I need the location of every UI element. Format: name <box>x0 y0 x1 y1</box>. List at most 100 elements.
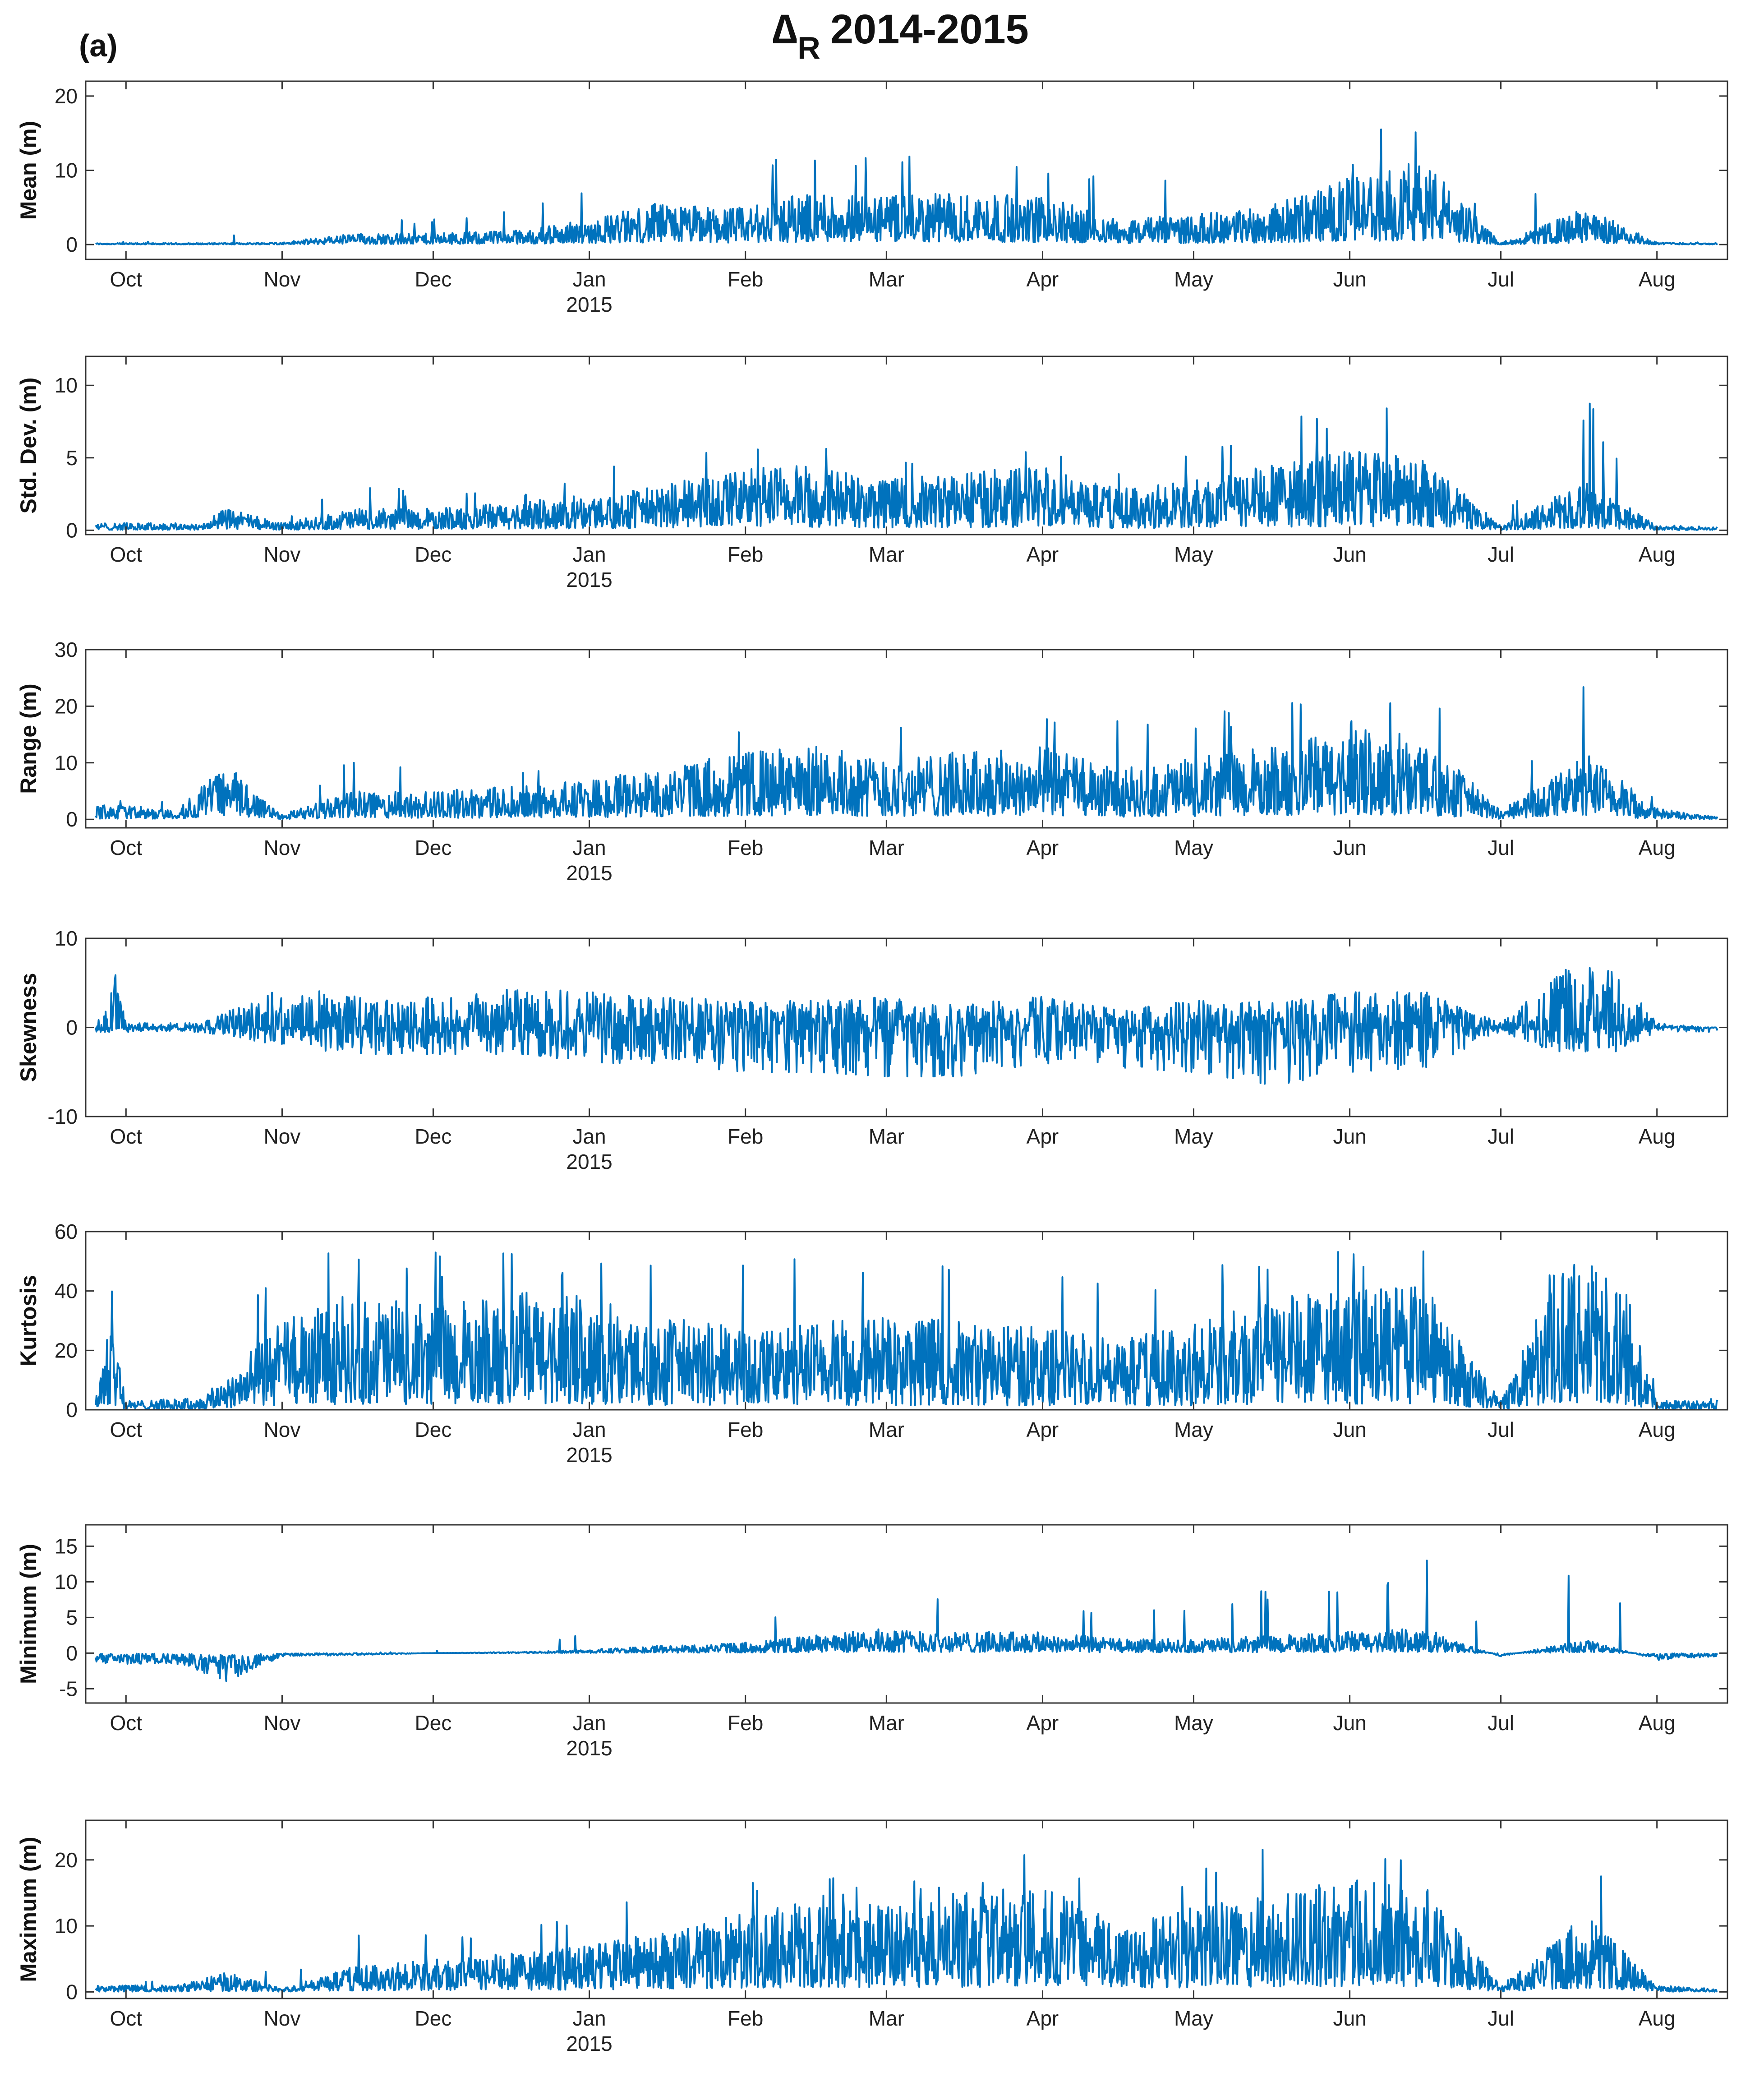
x-tick-label-skewness: Aug <box>1639 1125 1676 1148</box>
x-tick-label-minimum-m: Nov <box>264 1711 301 1735</box>
x-tick-label-skewness: Nov <box>264 1125 301 1148</box>
y-tick-label-kurtosis: 0 <box>66 1398 78 1422</box>
title-delta-symbol: ∆ <box>772 6 797 52</box>
x-tick-label-mean-m: May <box>1174 268 1213 291</box>
x-tick-label-range-m: Apr <box>1027 836 1059 859</box>
x-tick-label-maximum-m: Oct <box>110 2007 143 2030</box>
x-tick-label-range-m: Oct <box>110 836 143 859</box>
x-tick-label-kurtosis: Jun <box>1333 1418 1366 1441</box>
x-year-label-skewness: 2015 <box>566 1150 612 1173</box>
y-tick-label-skewness: 0 <box>66 1016 78 1039</box>
x-tick-label-minimum-m: May <box>1174 1711 1213 1735</box>
x-tick-label-mean-m: Jun <box>1333 268 1366 291</box>
y-tick-label-range-m: 30 <box>55 638 78 661</box>
x-tick-label-mean-m: Apr <box>1027 268 1059 291</box>
x-tick-label-std-dev-m: Aug <box>1639 543 1676 566</box>
x-tick-label-mean-m: Feb <box>728 268 763 291</box>
y-tick-label-maximum-m: 20 <box>55 1848 78 1872</box>
x-tick-label-kurtosis: Apr <box>1027 1418 1059 1441</box>
x-tick-label-range-m: Jun <box>1333 836 1366 859</box>
y-axis-label-skewness: Skewness <box>16 973 41 1082</box>
x-tick-label-minimum-m: Dec <box>415 1711 452 1735</box>
x-year-label-maximum-m: 2015 <box>566 2032 612 2055</box>
axes-box-std-dev-m <box>85 355 1728 535</box>
y-tick-label-kurtosis: 20 <box>55 1339 78 1362</box>
y-tick-label-skewness: -10 <box>48 1105 78 1128</box>
y-axis-label-mean-m: Mean (m) <box>16 121 41 220</box>
x-tick-label-std-dev-m: Feb <box>728 543 763 566</box>
x-tick-label-skewness: Jan <box>572 1125 606 1148</box>
x-tick-label-range-m: Jan <box>572 836 606 859</box>
series-line-std-dev-m <box>95 402 1718 531</box>
panel-minimum-m: -5 0 5 10 15 Oct Nov Dec Jan Feb Mar Apr May Jun Jul Au… <box>16 1524 1728 1760</box>
y-tick-label-minimum-m: 0 <box>66 1641 78 1665</box>
y-tick-label-std-dev-m: 10 <box>55 374 78 397</box>
series-line-kurtosis <box>95 1250 1718 1410</box>
x-tick-label-minimum-m: Jun <box>1333 1711 1366 1735</box>
y-tick-label-maximum-m: 10 <box>55 1914 78 1938</box>
x-tick-label-maximum-m: Jun <box>1333 2007 1366 2030</box>
y-tick-label-kurtosis: 60 <box>55 1220 78 1243</box>
x-year-label-std-dev-m: 2015 <box>566 568 612 591</box>
x-tick-label-kurtosis: Jul <box>1488 1418 1514 1441</box>
y-tick-label-range-m: 10 <box>55 751 78 775</box>
x-tick-label-skewness: Feb <box>728 1125 763 1148</box>
x-tick-label-skewness: Apr <box>1027 1125 1059 1148</box>
axes-box-kurtosis <box>85 1231 1728 1411</box>
x-tick-label-mean-m: Jan <box>572 268 606 291</box>
x-tick-label-range-m: Feb <box>728 836 763 859</box>
series-line-mean-m <box>95 128 1718 245</box>
x-tick-label-minimum-m: Jan <box>572 1711 606 1735</box>
panel-range-m: 0 10 20 30 Oct Nov Dec Jan Feb Mar Apr May Jun Jul Aug… <box>16 638 1728 885</box>
y-tick-label-mean-m: 20 <box>55 84 78 108</box>
y-tick-label-skewness: 10 <box>55 927 78 950</box>
x-tick-label-maximum-m: Feb <box>728 2007 763 2030</box>
x-tick-label-maximum-m: May <box>1174 2007 1213 2030</box>
x-tick-label-std-dev-m: Oct <box>110 543 143 566</box>
x-tick-label-std-dev-m: Dec <box>415 543 452 566</box>
panel-maximum-m: 0 10 20 Oct Nov Dec Jan Feb Mar Apr May Jun Jul Aug 20… <box>16 1819 1728 2055</box>
x-tick-label-minimum-m: Feb <box>728 1711 763 1735</box>
x-tick-label-kurtosis: May <box>1174 1418 1213 1441</box>
y-tick-label-range-m: 0 <box>66 808 78 831</box>
y-tick-label-minimum-m: 10 <box>55 1570 78 1593</box>
series-line-skewness <box>95 967 1718 1085</box>
x-tick-label-kurtosis: Nov <box>264 1418 301 1441</box>
panel-std-dev-m: 0 5 10 Oct Nov Dec Jan Feb Mar Apr May Jun Jul Aug 201… <box>16 355 1728 591</box>
x-tick-label-minimum-m: Apr <box>1027 1711 1059 1735</box>
x-tick-label-maximum-m: Apr <box>1027 2007 1059 2030</box>
x-tick-label-range-m: Nov <box>264 836 301 859</box>
x-year-label-kurtosis: 2015 <box>566 1443 612 1467</box>
y-axis-label-maximum-m: Maximum (m) <box>16 1837 41 1982</box>
axes-box-maximum-m <box>85 1819 1728 1999</box>
x-tick-label-std-dev-m: May <box>1174 543 1213 566</box>
title-years: 2014-2015 <box>830 6 1029 52</box>
x-year-label-range-m: 2015 <box>566 861 612 885</box>
y-axis-label-std-dev-m: Std. Dev. (m) <box>16 378 41 514</box>
y-axis-label-kurtosis: Kurtosis <box>16 1275 41 1366</box>
x-tick-label-mean-m: Jul <box>1488 268 1514 291</box>
series-line-minimum-m <box>95 1560 1718 1682</box>
x-tick-label-skewness: Jul <box>1488 1125 1514 1148</box>
x-tick-label-maximum-m: Dec <box>415 2007 452 2030</box>
x-tick-label-kurtosis: Feb <box>728 1418 763 1441</box>
x-year-label-minimum-m: 2015 <box>566 1736 612 1760</box>
x-tick-label-std-dev-m: Apr <box>1027 543 1059 566</box>
y-axis-label-minimum-m: Minimum (m) <box>16 1544 41 1684</box>
panels: 0 10 20 Oct Nov Dec Jan Feb Mar Apr May Jun Jul Aug 20… <box>16 80 1728 2055</box>
x-tick-label-maximum-m: Nov <box>264 2007 301 2030</box>
x-tick-label-skewness: May <box>1174 1125 1213 1148</box>
x-tick-label-skewness: Mar <box>869 1125 904 1148</box>
y-tick-label-mean-m: 0 <box>66 233 78 256</box>
x-tick-label-maximum-m: Mar <box>869 2007 904 2030</box>
title-subscript: R <box>797 30 820 65</box>
x-tick-label-std-dev-m: Mar <box>869 543 904 566</box>
x-tick-label-maximum-m: Aug <box>1639 2007 1676 2030</box>
x-tick-label-std-dev-m: Jan <box>572 543 606 566</box>
x-tick-label-range-m: May <box>1174 836 1213 859</box>
x-tick-label-kurtosis: Dec <box>415 1418 452 1441</box>
x-tick-label-range-m: Aug <box>1639 836 1676 859</box>
y-tick-label-std-dev-m: 5 <box>66 446 78 470</box>
x-tick-label-minimum-m: Oct <box>110 1711 143 1735</box>
y-tick-label-minimum-m: 5 <box>66 1606 78 1629</box>
